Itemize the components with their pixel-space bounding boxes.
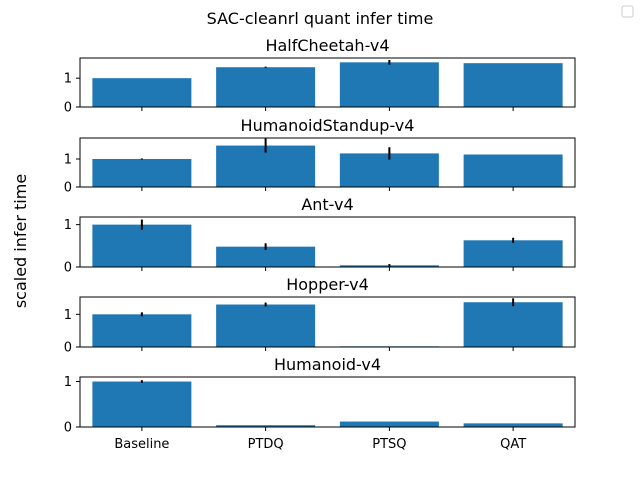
x-tick-label: PTDQ [248,437,284,452]
x-tick-label: QAT [500,437,526,452]
y-tick-label: 1 [64,308,72,323]
y-tick-label: 0 [64,341,72,356]
axes-frame [79,137,576,188]
bar-qat [463,63,563,107]
y-tick-label: 0 [64,101,72,116]
axes-frame [79,216,576,268]
y-axis-label: scaled infer time [11,174,30,308]
y-tick-label: 1 [64,375,72,390]
subplot-title: Humanoid-v4 [274,355,381,374]
bar-qat [463,302,563,347]
y-tick-label: 1 [64,218,72,233]
subplot-title: Ant-v4 [301,195,353,214]
axes-frame [79,376,576,428]
y-tick-label: 0 [64,261,72,276]
subplot-title: HumanoidStandup-v4 [241,116,415,135]
subplot-5: Humanoid-v4 0 1 Baseline PTDQ PTSQ QAT [64,355,576,452]
chart-suptitle: SAC-cleanrl quant infer time [207,9,434,28]
bar-baseline [92,78,192,107]
x-tick-label: Baseline [114,437,169,452]
subplots: HalfCheetah-v401HumanoidStandup-v401Ant-… [64,36,576,452]
bar-baseline [92,381,192,427]
bar-baseline [92,159,192,187]
subplot-title: Hopper-v4 [286,275,369,294]
x-tick-label: PTSQ [372,437,406,452]
subplot-title: HalfCheetah-v4 [265,36,389,55]
bar-baseline [92,224,192,267]
legend-box [621,5,634,18]
bar-ptsq [339,62,439,107]
bar-ptdq [216,67,316,107]
bar-ptdq [216,304,316,347]
subplot-3: Ant-v4 0 1 [64,195,576,276]
y-tick-label: 1 [64,153,72,168]
subplot-1: HalfCheetah-v4 0 1 [64,36,576,116]
y-tick-label: 0 [64,421,72,436]
bar-qat [463,423,563,427]
bar-qat [463,240,563,267]
bar-ptsq [339,421,439,427]
axes-frame [79,296,576,348]
subplot-4: Hopper-v4 0 1 [64,275,576,356]
y-tick-label: 0 [64,181,72,196]
bar-ptdq [216,425,316,427]
axes-frame [79,57,576,108]
y-tick-label: 1 [64,72,72,87]
subplot-2: HumanoidStandup-v4 0 1 [64,116,576,196]
bar-baseline [92,314,192,347]
bar-ptdq [216,246,316,267]
bar-qat [463,154,563,187]
